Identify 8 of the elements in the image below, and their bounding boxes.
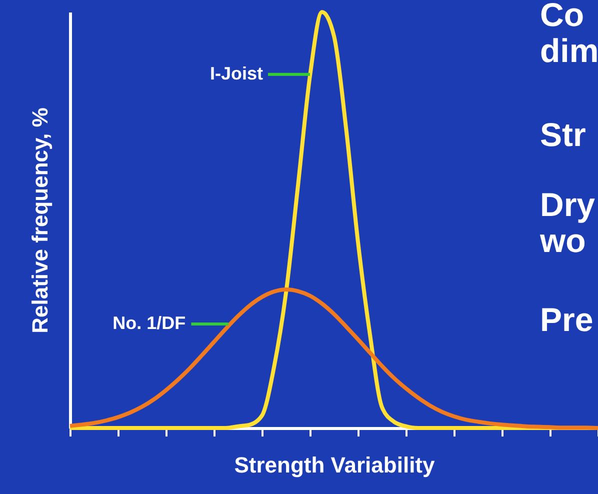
series-label: No. 1/DF	[112, 313, 186, 333]
annotation: Str	[540, 116, 586, 153]
annotation: Dry wo	[539, 186, 596, 259]
text: I-Joist	[210, 63, 263, 84]
annotation: Co dim	[540, 0, 598, 69]
x-axis-title: Strength Variability	[234, 452, 436, 478]
annotation: Pre	[540, 301, 594, 338]
y-axis-title: Relative frequency, %	[28, 108, 52, 334]
